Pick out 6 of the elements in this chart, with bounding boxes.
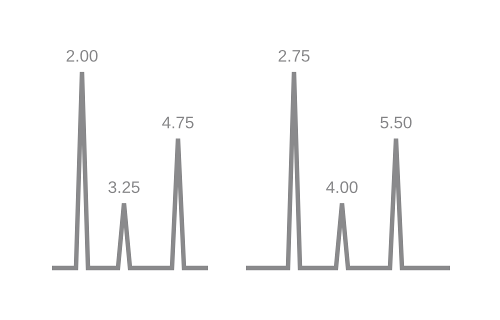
annotation: 4.75 xyxy=(162,116,194,128)
annotation: 4.00 xyxy=(326,181,358,194)
annotation: 2.75 xyxy=(278,50,310,62)
annotation: 2.00 xyxy=(66,50,98,62)
annotation: 3.25 xyxy=(108,181,140,194)
annotation: 5.50 xyxy=(380,116,412,128)
